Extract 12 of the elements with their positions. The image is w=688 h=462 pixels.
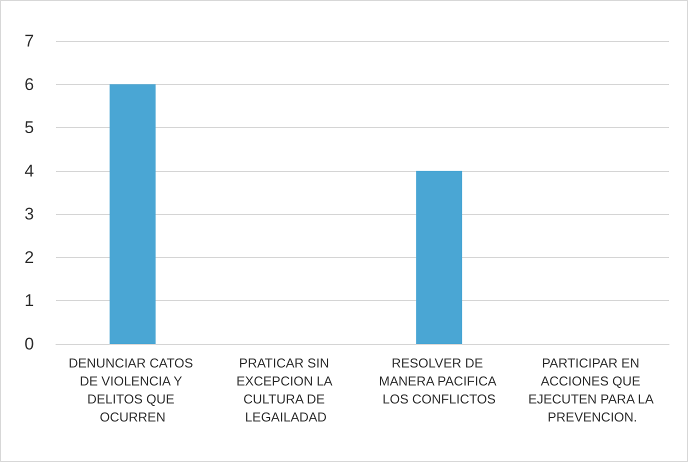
x-tick-label: DENUNCIAR CATOS DE VIOLENCIA Y DELITOS QUE OCURREN [68, 356, 197, 424]
x-tick-label: RESOLVER DE MANERA PACIFICA LOS CONFLICTOS [378, 356, 500, 406]
y-tick-label: 0 [24, 334, 34, 354]
y-tick-label: 6 [24, 74, 34, 94]
y-tick-label: 7 [24, 32, 34, 50]
y-tick-label: 5 [24, 118, 34, 138]
y-tick-label: 2 [24, 248, 34, 267]
y-tick-label: 1 [24, 291, 34, 310]
y-tick-label: 3 [24, 204, 34, 224]
y-tick-label: 4 [24, 161, 34, 180]
x-tick-label: PRATICAR SIN EXCEPCION LA CULTURA DE LEGAILADAD [236, 356, 336, 424]
x-tick-label: PARTICIPAR EN ACCIONES QUE EJECUTEN PARA LA PREVENCION. [528, 356, 657, 424]
